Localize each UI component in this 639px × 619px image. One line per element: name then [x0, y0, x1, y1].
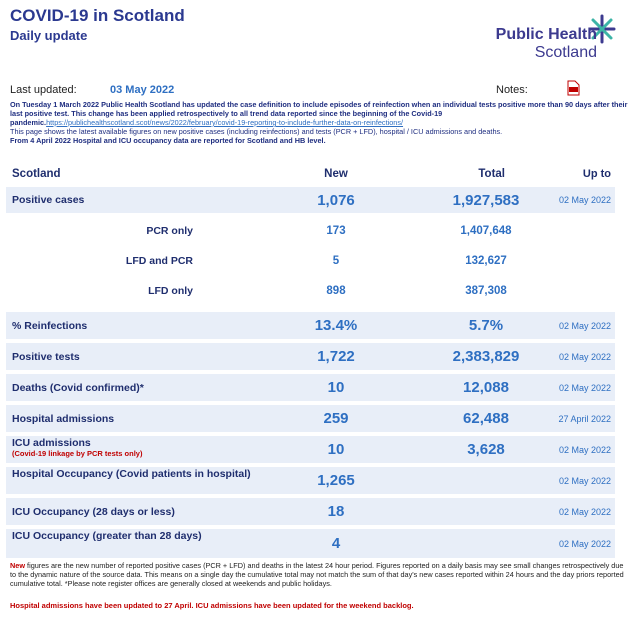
sub-row: PCR only 173 1,407,648 — [6, 219, 615, 243]
intro-text: On Tuesday 1 March 2022 Public Health Sc… — [10, 100, 628, 127]
new-value: 1,076 — [317, 191, 355, 209]
data-row: ICU Occupancy (greater than 28 days) 4 02 … — [6, 529, 615, 558]
data-row: ICU admissions (Covid-19 linkage by PCR t… — [6, 436, 615, 463]
new-value: 10 — [327, 379, 345, 396]
logo-star — [588, 14, 616, 44]
row-label-text: Hospital Occupancy (Covid patients in ho… — [12, 468, 251, 480]
data-row: Deaths (Covid confirmed)* 10 12,088 02 May … — [6, 374, 615, 401]
row-label-text: Deaths (Covid confirmed)* — [12, 381, 144, 394]
column-header: Total — [478, 168, 505, 180]
row-label-text: ICU admissions — [12, 437, 91, 449]
new-value: 13.4% — [314, 317, 358, 334]
sub-row: LFD and PCR 5 132,627 — [6, 249, 615, 273]
row-label: ICU admissions (Covid-19 linkage by PCR t… — [12, 437, 282, 458]
pdf-icon[interactable] — [566, 80, 580, 96]
new-value: 898 — [326, 284, 346, 297]
row-label: Deaths (Covid confirmed)* — [12, 382, 282, 394]
header-row: Scotland New Total Up to — [6, 166, 615, 184]
new-value: 5 — [332, 254, 340, 267]
row-label: Hospital admissions — [12, 413, 282, 425]
intro-text: This page shows the latest available fig… — [10, 127, 503, 136]
title: COVID-19 in Scotland — [10, 6, 185, 25]
intro-text: From 4 April 2022 Hospital and ICU occup… — [10, 136, 326, 145]
footnote-text: figures are the new number of reported p… — [10, 561, 624, 588]
new-value: 259 — [323, 410, 349, 427]
row-label-text: PCR only — [146, 225, 193, 237]
column-header: Up to — [582, 168, 611, 180]
row-label: PCR only — [0, 225, 193, 237]
total-value: 1,927,583 — [452, 191, 520, 209]
sub-row: LFD only 898 387,308 — [6, 279, 615, 303]
row-label-text: Positive cases — [12, 194, 85, 206]
new-value: 4 — [331, 535, 341, 552]
row-label: % Reinfections — [12, 320, 282, 332]
row-label-text: LFD and PCR — [125, 255, 193, 267]
row-label: LFD only — [0, 285, 193, 297]
row-label: Positive cases — [12, 194, 282, 206]
row-label-text: LFD only — [148, 285, 193, 297]
total-value: 1,407,648 — [460, 224, 512, 237]
upto-date: 02 May 2022 — [558, 382, 611, 393]
total-value: 3,628 — [467, 441, 505, 458]
new-value: 1,265 — [317, 472, 355, 489]
total-value: 12,088 — [463, 379, 509, 396]
row-label-text: ICU Occupancy (greater than 28 days) — [12, 530, 202, 542]
row-label-text: Positive tests — [12, 350, 80, 363]
upto-date: 02 May 2022 — [558, 320, 611, 331]
subtitle: Daily update — [10, 28, 88, 43]
new-value: 18 — [327, 503, 345, 520]
row-label: ICU Occupancy (greater than 28 days) — [12, 530, 282, 542]
data-row: Positive cases 1,076 1,927,583 02 May 2022 — [6, 187, 615, 213]
data-row: % Reinfections 13.4% 5.7% 02 May 2022 — [6, 312, 615, 339]
total-value: 2,383,829 — [452, 348, 520, 365]
upto-date: 02 May 2022 — [558, 475, 611, 486]
label: Last updated: — [10, 84, 77, 96]
row-label-text: % Reinfections — [12, 319, 88, 332]
upto-date: 02 May 2022 — [558, 506, 611, 517]
row-label-text: ICU Occupancy (28 days or less) — [12, 505, 175, 518]
total-value: 5.7% — [468, 317, 504, 334]
new-value: 10 — [327, 441, 345, 458]
data-row: Positive tests 1,722 2,383,829 02 May 2022 — [6, 343, 615, 370]
upto-date: 02 May 2022 — [558, 195, 611, 205]
row-label: Hospital Occupancy (Covid patients in ho… — [12, 468, 282, 480]
new-value: 173 — [326, 224, 346, 237]
logo-text: Public Health — [495, 26, 597, 43]
footnote: New figures are the new number of report… — [10, 561, 630, 588]
label: Notes: — [496, 84, 528, 96]
total-value: 132,627 — [465, 254, 507, 267]
update-note: Hospital admissions have been updated to… — [10, 601, 414, 610]
new-value: 1,722 — [317, 348, 355, 365]
link[interactable]: https://publichealthscotland.scot/news/2… — [46, 118, 404, 127]
total-value: 387,308 — [465, 284, 507, 297]
upto-date: 27 April 2022 — [558, 413, 611, 424]
upto-date: 02 May 2022 — [558, 444, 611, 455]
intro: On Tuesday 1 March 2022 Public Health Sc… — [10, 100, 632, 145]
row-label: LFD and PCR — [0, 255, 193, 267]
row-note: (Covid-19 linkage by PCR tests only) — [12, 449, 143, 458]
data-row: Hospital Occupancy (Covid patients in ho… — [6, 467, 615, 494]
data-row: ICU Occupancy (28 days or less) 18 02 May … — [6, 498, 615, 525]
upto-date: 02 May 2022 — [558, 538, 611, 549]
logo-text: Scotland — [534, 44, 597, 61]
column-header: Scotland — [12, 168, 61, 180]
column-header: New — [324, 168, 348, 180]
row-label-text: Hospital admissions — [12, 412, 115, 425]
row-label: Positive tests — [12, 351, 282, 363]
total-value: 62,488 — [463, 410, 509, 427]
date: 03 May 2022 — [110, 84, 175, 96]
footnote-lead: New — [10, 561, 26, 570]
row-label: ICU Occupancy (28 days or less) — [12, 506, 282, 518]
data-row: Hospital admissions 259 62,488 27 April 202… — [6, 405, 615, 432]
upto-date: 02 May 2022 — [558, 351, 611, 362]
